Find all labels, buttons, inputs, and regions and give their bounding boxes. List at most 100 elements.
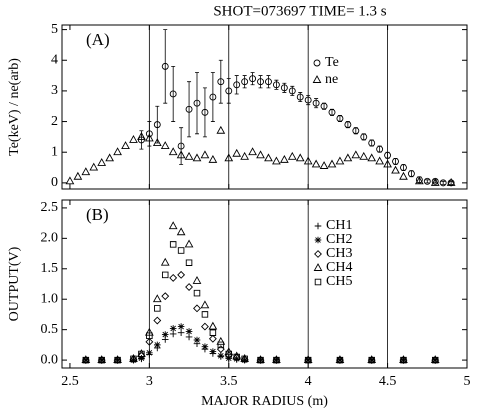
data-point [384,151,392,159]
data-point [376,145,384,153]
chart-title: SHOT=073697 TIME= 1.3 s [213,3,386,19]
x-tick-label: 3 [146,374,153,389]
data-point [257,356,264,364]
legend-label: ne [325,72,338,87]
error-bar [441,180,446,185]
data-point [431,356,439,364]
data-point [272,156,281,165]
data-point [304,356,313,365]
data-point [161,62,169,70]
legend-label: CH1 [326,218,352,233]
legend-label: CH4 [326,260,352,275]
data-point [98,356,105,364]
data-point [82,356,90,364]
data-point [273,356,280,364]
data-point [138,350,145,358]
error-bar [242,75,247,89]
data-point [113,356,122,365]
legend-marker [313,59,321,67]
plot-frame [61,24,468,190]
legend-label: Te [325,55,339,70]
legend-marker [314,250,322,258]
data-point [201,311,209,318]
error-bar [202,87,207,138]
y-tick-label: 1 [51,144,58,159]
y-axis-label: Te(keV) / ne(arb) [7,58,22,156]
error-bar [139,130,144,150]
error-bar [234,75,239,95]
data-point [392,157,399,165]
y-axis-label: OUTPUT(V) [7,246,22,321]
data-point [153,316,162,325]
y-tick-label: 1.5 [41,261,59,276]
data-point [208,154,218,163]
error-bar [433,179,438,184]
data-point [200,150,210,159]
data-point [233,353,240,361]
data-point [185,105,193,113]
error-bar [155,105,160,144]
data-point [121,141,130,150]
data-point [430,177,440,186]
data-point [98,356,106,364]
error-bar [218,59,223,104]
y-tick-label: 2.0 [41,231,59,246]
data-point [129,135,138,143]
y-tick-label: 2.5 [41,200,59,215]
data-point [144,133,154,142]
data-point [352,127,360,135]
data-point [177,329,185,336]
data-point [343,153,353,162]
data-point [217,78,225,86]
data-point [447,179,455,187]
error-bar [425,179,430,184]
data-point [304,356,312,364]
data-point [257,356,264,364]
data-point [193,99,201,107]
legend-label: CH3 [326,246,352,261]
y-tick-label: 2 [51,114,58,129]
data-point [177,323,185,330]
data-point [73,171,83,180]
data-point [273,356,280,364]
legend-marker [314,236,322,244]
legend-label: CH2 [326,232,352,247]
data-point [249,75,257,83]
data-point [200,300,210,309]
legend-marker [313,263,323,271]
data-point [154,305,161,312]
data-point [82,356,90,364]
data-point [152,294,162,303]
data-point [152,138,162,146]
data-point [256,150,265,159]
plot-frame [61,199,468,369]
data-point [65,176,75,185]
data-point [81,167,91,176]
data-point [407,170,415,178]
data-point [160,141,170,150]
data-point [169,241,177,248]
data-point [144,327,154,336]
data-point [145,130,153,138]
data-point [209,329,217,336]
data-point [169,325,177,332]
error-bar [266,75,271,89]
data-point [257,78,264,86]
data-point [375,156,385,165]
data-point [177,247,185,254]
data-point [105,153,115,162]
y-tick-label: 3 [51,83,58,98]
error-bar [171,65,176,122]
data-point [336,356,344,364]
data-point [185,283,193,291]
data-point [414,176,424,185]
data-point [185,328,193,335]
data-point [169,90,177,98]
data-point [192,276,202,284]
data-point [344,121,352,129]
data-point [176,227,186,236]
data-point [368,356,376,364]
data-point [368,139,376,147]
data-point [130,356,137,364]
